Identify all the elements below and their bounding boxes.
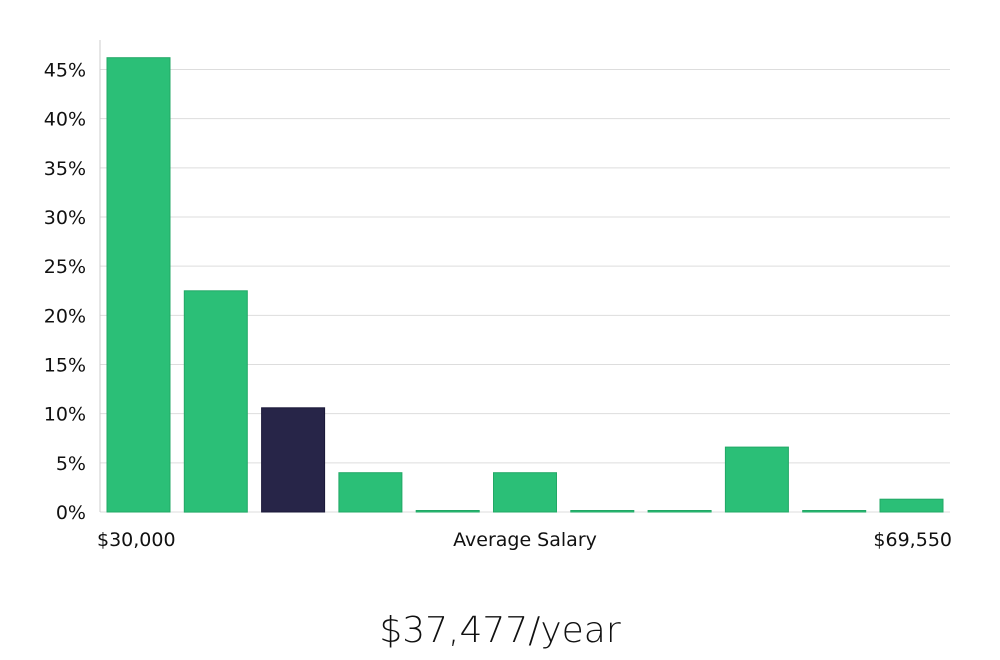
y-tick-label: 10% — [44, 404, 86, 426]
y-tick-label: 25% — [44, 256, 86, 278]
x-axis-min-label: $30,000 — [97, 529, 176, 551]
y-tick-label: 5% — [56, 453, 86, 475]
y-tick-label: 20% — [44, 305, 86, 327]
x-axis-max-label: $69,550 — [873, 529, 952, 551]
y-axis-tick-labels: 0% 5% 10% 15% 20% 25% 30% 35% 40% 45% — [44, 60, 86, 525]
y-tick-label: 15% — [44, 355, 86, 377]
bar — [338, 472, 403, 513]
bar — [183, 290, 248, 513]
bar — [647, 510, 712, 513]
bar — [724, 446, 789, 513]
bar — [879, 498, 944, 513]
x-axis-center-label: Average Salary — [453, 529, 597, 551]
bar — [493, 472, 557, 513]
bar — [415, 510, 480, 513]
bar-highlighted — [261, 407, 326, 513]
y-tick-label: 45% — [44, 60, 86, 82]
y-tick-label: 40% — [44, 109, 86, 131]
average-salary-value: $37,477/year — [379, 610, 621, 651]
y-tick-label: 30% — [44, 207, 86, 229]
bar — [570, 510, 635, 513]
bars — [106, 57, 944, 513]
bar — [106, 57, 171, 513]
y-tick-label: 0% — [56, 502, 86, 524]
bar — [802, 510, 867, 513]
y-tick-label: 35% — [44, 158, 86, 180]
salary-distribution-chart: 0% 5% 10% 15% 20% 25% 30% 35% 40% 45% — [44, 40, 950, 525]
